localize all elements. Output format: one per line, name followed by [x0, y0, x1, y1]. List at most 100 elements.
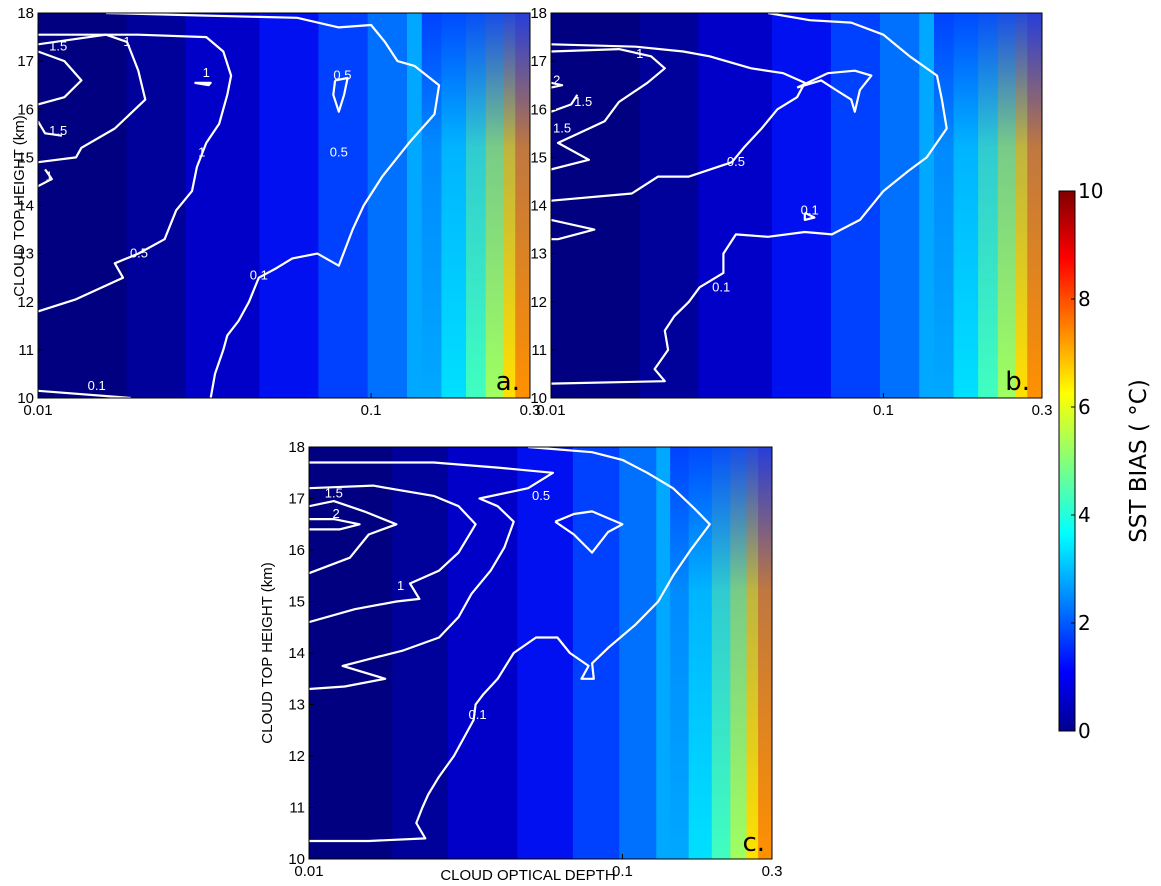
y-tick-label: 12: [530, 294, 547, 311]
y-tick-label: 10: [530, 390, 547, 407]
y-tick-label: 15: [17, 149, 34, 166]
heatmap-band: [698, 13, 773, 398]
colorbar: 0 2 4 6 8 10 SST BIAS ( °C): [1058, 179, 1152, 743]
y-tick-label: 14: [530, 198, 547, 215]
heatmap-band: [517, 447, 574, 859]
y-axis-label: CLOUD TOP HEIGHT (km): [259, 562, 276, 743]
heatmap-field: [309, 447, 772, 859]
contour-label: 1: [45, 169, 52, 184]
contour-1-5: [309, 500, 398, 575]
contour-label: 1.5: [574, 94, 592, 109]
heatmap-band: [318, 13, 369, 398]
contour-2: [551, 81, 564, 89]
y-tick-label: 13: [288, 697, 305, 714]
contour-0-5: [796, 69, 873, 113]
contour-2: [309, 517, 361, 531]
contour-label: 0.1: [250, 267, 268, 282]
contour-label: 1.5: [325, 485, 343, 500]
x-tick-labels: 0.01 0.1 0.3: [23, 393, 540, 419]
contour-0-5: [551, 43, 806, 202]
contour-label: 1: [123, 34, 130, 49]
heatmap-band: [367, 13, 408, 398]
heatmap-band: [392, 447, 449, 859]
panel-label: b.: [1005, 367, 1030, 397]
colorbar-tick-label: 10: [1078, 179, 1103, 203]
contour-0-5: [38, 33, 233, 313]
x-tick-label: 0.1: [873, 402, 894, 419]
contour-label: 0.1: [801, 202, 819, 217]
y-tick-label: 16: [17, 101, 34, 118]
y-tick-label: 12: [288, 748, 305, 765]
y-tick-label: 17: [530, 53, 547, 70]
heatmap-band: [619, 447, 657, 859]
colorbar-tick-label: 6: [1078, 395, 1091, 419]
x-tick-label: 0.3: [520, 402, 541, 419]
contour-0-5: [332, 76, 349, 113]
heatmap-field: [551, 13, 1042, 398]
contour-label: 0.5: [333, 68, 351, 83]
y-tick-label: 10: [17, 390, 34, 407]
colorbar-tick-label: 0: [1078, 719, 1091, 743]
contour-label: 2: [553, 72, 560, 87]
y-tick-label: 18: [530, 5, 547, 22]
y-tick-labels: 10 11 12 13 14 15 16 17 18: [288, 439, 314, 868]
y-tick-label: 14: [288, 645, 305, 662]
heatmap-band: [551, 13, 640, 398]
panel-label: a.: [496, 367, 520, 397]
heatmap-band: [38, 13, 128, 398]
y-tick-label: 16: [530, 101, 547, 118]
contour-0-1: [38, 389, 131, 398]
y-tick-label: 12: [17, 294, 34, 311]
y-tick-label: 18: [17, 5, 34, 22]
y-tick-label: 17: [17, 53, 34, 70]
contour-labels: 1.5 1 1 1.5 1 1 0.5 0.5 0.5 0.1 0.1: [45, 34, 351, 393]
contour-label: 0.1: [469, 707, 487, 722]
x-tick-label: 0.01: [294, 863, 323, 880]
contour-1: [551, 47, 666, 171]
y-tick-labels: 10 11 12 13 14 15 16 17 18: [17, 5, 43, 407]
x-tick-label: 0.3: [1032, 402, 1053, 419]
contour-labels: 1.5 2 0.5 1 0.1: [325, 485, 550, 722]
colorbar-gradient: [1058, 190, 1076, 732]
x-tick-label: 0.1: [612, 863, 633, 880]
contour-0-5: [554, 510, 624, 554]
contour-label: 0.5: [330, 145, 348, 160]
contour-label: 0.5: [130, 246, 148, 261]
x-tick-label: 0.1: [361, 402, 382, 419]
contour-0-5: [551, 218, 596, 241]
contour-1: [309, 484, 477, 624]
contour-lines: [309, 447, 711, 843]
colorbar-tick-label: 4: [1078, 503, 1091, 527]
heatmap-fade: [421, 13, 530, 398]
contour-label: 0.5: [727, 154, 745, 169]
contour-0-5: [309, 461, 555, 691]
x-tick-label: 0.01: [536, 402, 565, 419]
contour-1: [194, 81, 212, 87]
y-tick-label: 13: [17, 246, 34, 263]
contour-0-1: [105, 13, 441, 398]
contour-labels: 1 2 1.51.5 0.5 0.1 0.1: [553, 46, 819, 294]
heatmap-band: [879, 13, 920, 398]
heatmap-band: [126, 13, 187, 398]
y-tick-labels: 10 11 12 13 14 15 16 17 18: [530, 5, 556, 407]
y-tick-label: 11: [531, 342, 547, 359]
contour-label: 1.5: [553, 121, 571, 136]
colorbar-tick-label: 8: [1078, 287, 1091, 311]
contour-0-1: [803, 211, 816, 221]
y-tick-label: 15: [288, 594, 305, 611]
y-tick-label: 11: [289, 800, 305, 817]
contour-1: [38, 33, 147, 164]
heatmap-field: [38, 13, 530, 398]
contour-label: 1.5: [49, 123, 67, 138]
contour-label: 2: [332, 506, 339, 521]
contour-1-5: [38, 50, 83, 106]
heatmap-band: [572, 447, 620, 859]
x-tick-label: 0.01: [23, 402, 52, 419]
contour-label: 0.1: [88, 378, 106, 393]
contour-label: 1: [203, 65, 210, 80]
contour-label: 1.5: [49, 39, 67, 54]
y-tick-label: 17: [288, 491, 305, 508]
